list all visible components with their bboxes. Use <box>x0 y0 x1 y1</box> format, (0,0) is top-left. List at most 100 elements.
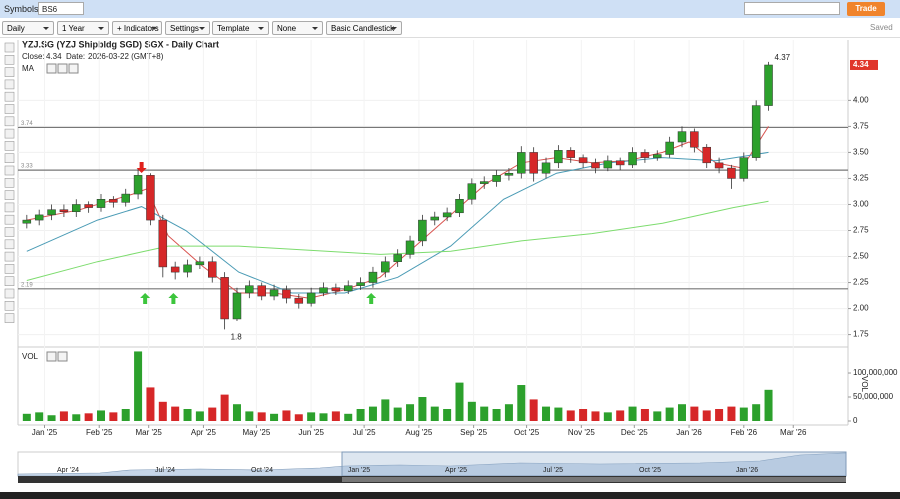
candle-body <box>257 285 266 297</box>
scrollbar-thumb[interactable] <box>342 477 846 482</box>
drawing-tool[interactable] <box>4 54 15 65</box>
volume-bar <box>616 410 625 421</box>
volume-bar <box>59 411 68 421</box>
y-tick-label: 2.75 <box>853 226 869 235</box>
volume-bar <box>121 409 130 421</box>
drawing-tool[interactable] <box>4 79 15 90</box>
volume-bar <box>467 401 476 421</box>
toolbar: Daily 1 Year + Indicators Settings Templ… <box>0 19 900 38</box>
indicators-button[interactable]: + Indicators <box>112 21 162 35</box>
drawing-tool[interactable] <box>4 91 15 102</box>
drawing-tool[interactable] <box>4 104 15 114</box>
volume-bar <box>331 411 340 421</box>
candle-body <box>146 175 155 221</box>
drawing-tool[interactable] <box>4 264 15 274</box>
candle-body <box>393 254 402 262</box>
volume-settings[interactable] <box>46 351 57 362</box>
candle-body <box>578 157 588 164</box>
drawing-tool[interactable] <box>4 128 15 139</box>
drawing-tool[interactable] <box>4 276 15 287</box>
drawing-tool[interactable] <box>4 227 15 237</box>
candle-body <box>47 209 56 216</box>
y-tick-label: 3.75 <box>853 122 869 131</box>
footer-bar <box>0 492 900 499</box>
candle-body <box>615 160 625 166</box>
candle-body <box>504 172 514 176</box>
drawing-tool[interactable] <box>4 116 15 127</box>
candle-body <box>381 261 390 273</box>
volume-remove[interactable] <box>57 351 68 362</box>
template-dropdown[interactable]: Template <box>212 21 269 35</box>
drawing-tool[interactable] <box>4 67 15 77</box>
drawing-tool[interactable] <box>4 178 15 188</box>
volume-bar <box>517 385 526 421</box>
interval-dropdown[interactable]: Daily <box>2 21 54 35</box>
drawing-tool[interactable] <box>4 190 15 200</box>
volume-bar <box>319 413 328 421</box>
x-tick-label: Dec '25 <box>621 428 648 437</box>
drawing-tool[interactable] <box>4 239 15 250</box>
candle-body <box>702 146 711 164</box>
candle-body <box>566 150 575 158</box>
indicator-toggle[interactable] <box>46 63 57 74</box>
x-tick-label: Jun '25 <box>298 428 324 437</box>
candle-body <box>653 154 662 158</box>
close-value: 4.34 <box>46 52 62 61</box>
symbol-input[interactable]: BS6 <box>38 2 84 15</box>
x-tick-label: Jan '26 <box>676 428 702 437</box>
candle-body <box>368 271 378 283</box>
x-tick-label: Oct '25 <box>514 428 540 437</box>
candle-body <box>195 261 205 266</box>
saved-status: Saved <box>870 23 893 32</box>
candle-body <box>529 152 538 174</box>
navigator-label: Oct '25 <box>639 467 661 474</box>
drawing-tool[interactable] <box>4 214 15 225</box>
high-annotation: 4.37 <box>775 53 791 62</box>
drawing-tool[interactable] <box>4 251 15 262</box>
volume-bar <box>628 406 637 421</box>
volume-bar <box>640 409 649 421</box>
range-dropdown[interactable]: 1 Year <box>57 21 109 35</box>
trade-button[interactable]: Trade <box>847 2 885 16</box>
candle-body <box>690 131 699 148</box>
drawing-tool[interactable] <box>4 300 15 311</box>
navigator-label: Apr '25 <box>445 467 467 474</box>
volume-bar <box>443 409 452 421</box>
drawing-tool[interactable] <box>4 288 15 299</box>
candle-body <box>220 277 229 320</box>
volume-bar <box>47 415 56 421</box>
volume-bar <box>554 407 563 421</box>
level-label: 3.74 <box>21 121 33 127</box>
candle-body <box>764 64 773 106</box>
candle-body <box>343 285 353 292</box>
settings-button[interactable]: Settings <box>165 21 210 35</box>
volume-bar <box>480 406 489 421</box>
indicator-settings[interactable] <box>57 63 68 74</box>
drawing-tool[interactable] <box>4 141 15 151</box>
volume-bar <box>418 397 427 421</box>
drawing-tool[interactable] <box>4 202 15 213</box>
candle-body <box>84 204 93 208</box>
navigator-label: Jul '24 <box>155 467 175 474</box>
volume-bar <box>220 394 229 421</box>
navigator-label: Oct '24 <box>251 467 273 474</box>
candle-body <box>714 162 724 169</box>
navigator-selection[interactable] <box>341 451 847 477</box>
candle-body <box>479 181 489 184</box>
compare-dropdown[interactable]: None <box>272 21 323 35</box>
volume-bar <box>208 407 217 421</box>
chart-type-dropdown[interactable]: Basic Candlestick <box>326 21 402 35</box>
volume-bar <box>591 411 600 421</box>
drawing-tool[interactable] <box>4 165 15 176</box>
drawing-tool[interactable] <box>4 153 15 163</box>
chart-title: YZJ.SG (YZJ Shipbldg SGD) SGX - Daily Ch… <box>22 39 219 49</box>
search-box[interactable] <box>744 2 840 15</box>
drawing-tool[interactable] <box>4 313 15 323</box>
candle-body <box>591 162 600 169</box>
candle-body <box>751 105 761 158</box>
indicator-remove[interactable] <box>68 63 79 74</box>
candle-body <box>442 212 452 218</box>
volume-bar <box>84 413 93 421</box>
price-tag <box>850 59 878 70</box>
drawing-tool[interactable] <box>4 42 15 53</box>
